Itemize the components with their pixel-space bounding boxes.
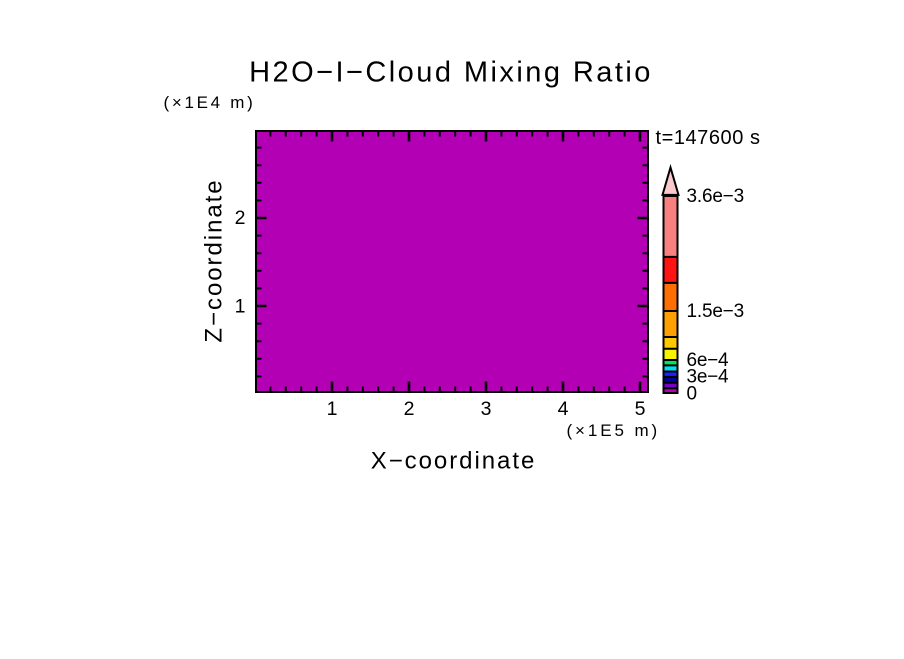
- svg-text:1: 1: [327, 398, 338, 420]
- svg-text:Z−coordinate: Z−coordinate: [201, 178, 228, 342]
- svg-text:3.6e−3: 3.6e−3: [687, 186, 744, 207]
- svg-text:2: 2: [404, 398, 415, 420]
- svg-text:3e−4: 3e−4: [687, 366, 729, 387]
- svg-text:6e−4: 6e−4: [687, 350, 729, 371]
- svg-text:0: 0: [687, 384, 698, 405]
- svg-text:H2O−I−Cloud Mixing Ratio: H2O−I−Cloud Mixing Ratio: [249, 57, 653, 89]
- svg-text:t=147600 s: t=147600 s: [656, 127, 761, 149]
- svg-text:3: 3: [481, 398, 492, 420]
- svg-text:X−coordinate: X−coordinate: [371, 448, 537, 475]
- svg-text:2: 2: [235, 207, 246, 229]
- svg-text:(×1E4 m): (×1E4 m): [164, 93, 256, 112]
- svg-text:(×1E5 m): (×1E5 m): [567, 421, 661, 440]
- svg-text:4: 4: [558, 398, 569, 420]
- svg-text:5: 5: [635, 398, 646, 420]
- svg-text:1.5e−3: 1.5e−3: [687, 301, 744, 322]
- svg-text:1: 1: [235, 295, 246, 317]
